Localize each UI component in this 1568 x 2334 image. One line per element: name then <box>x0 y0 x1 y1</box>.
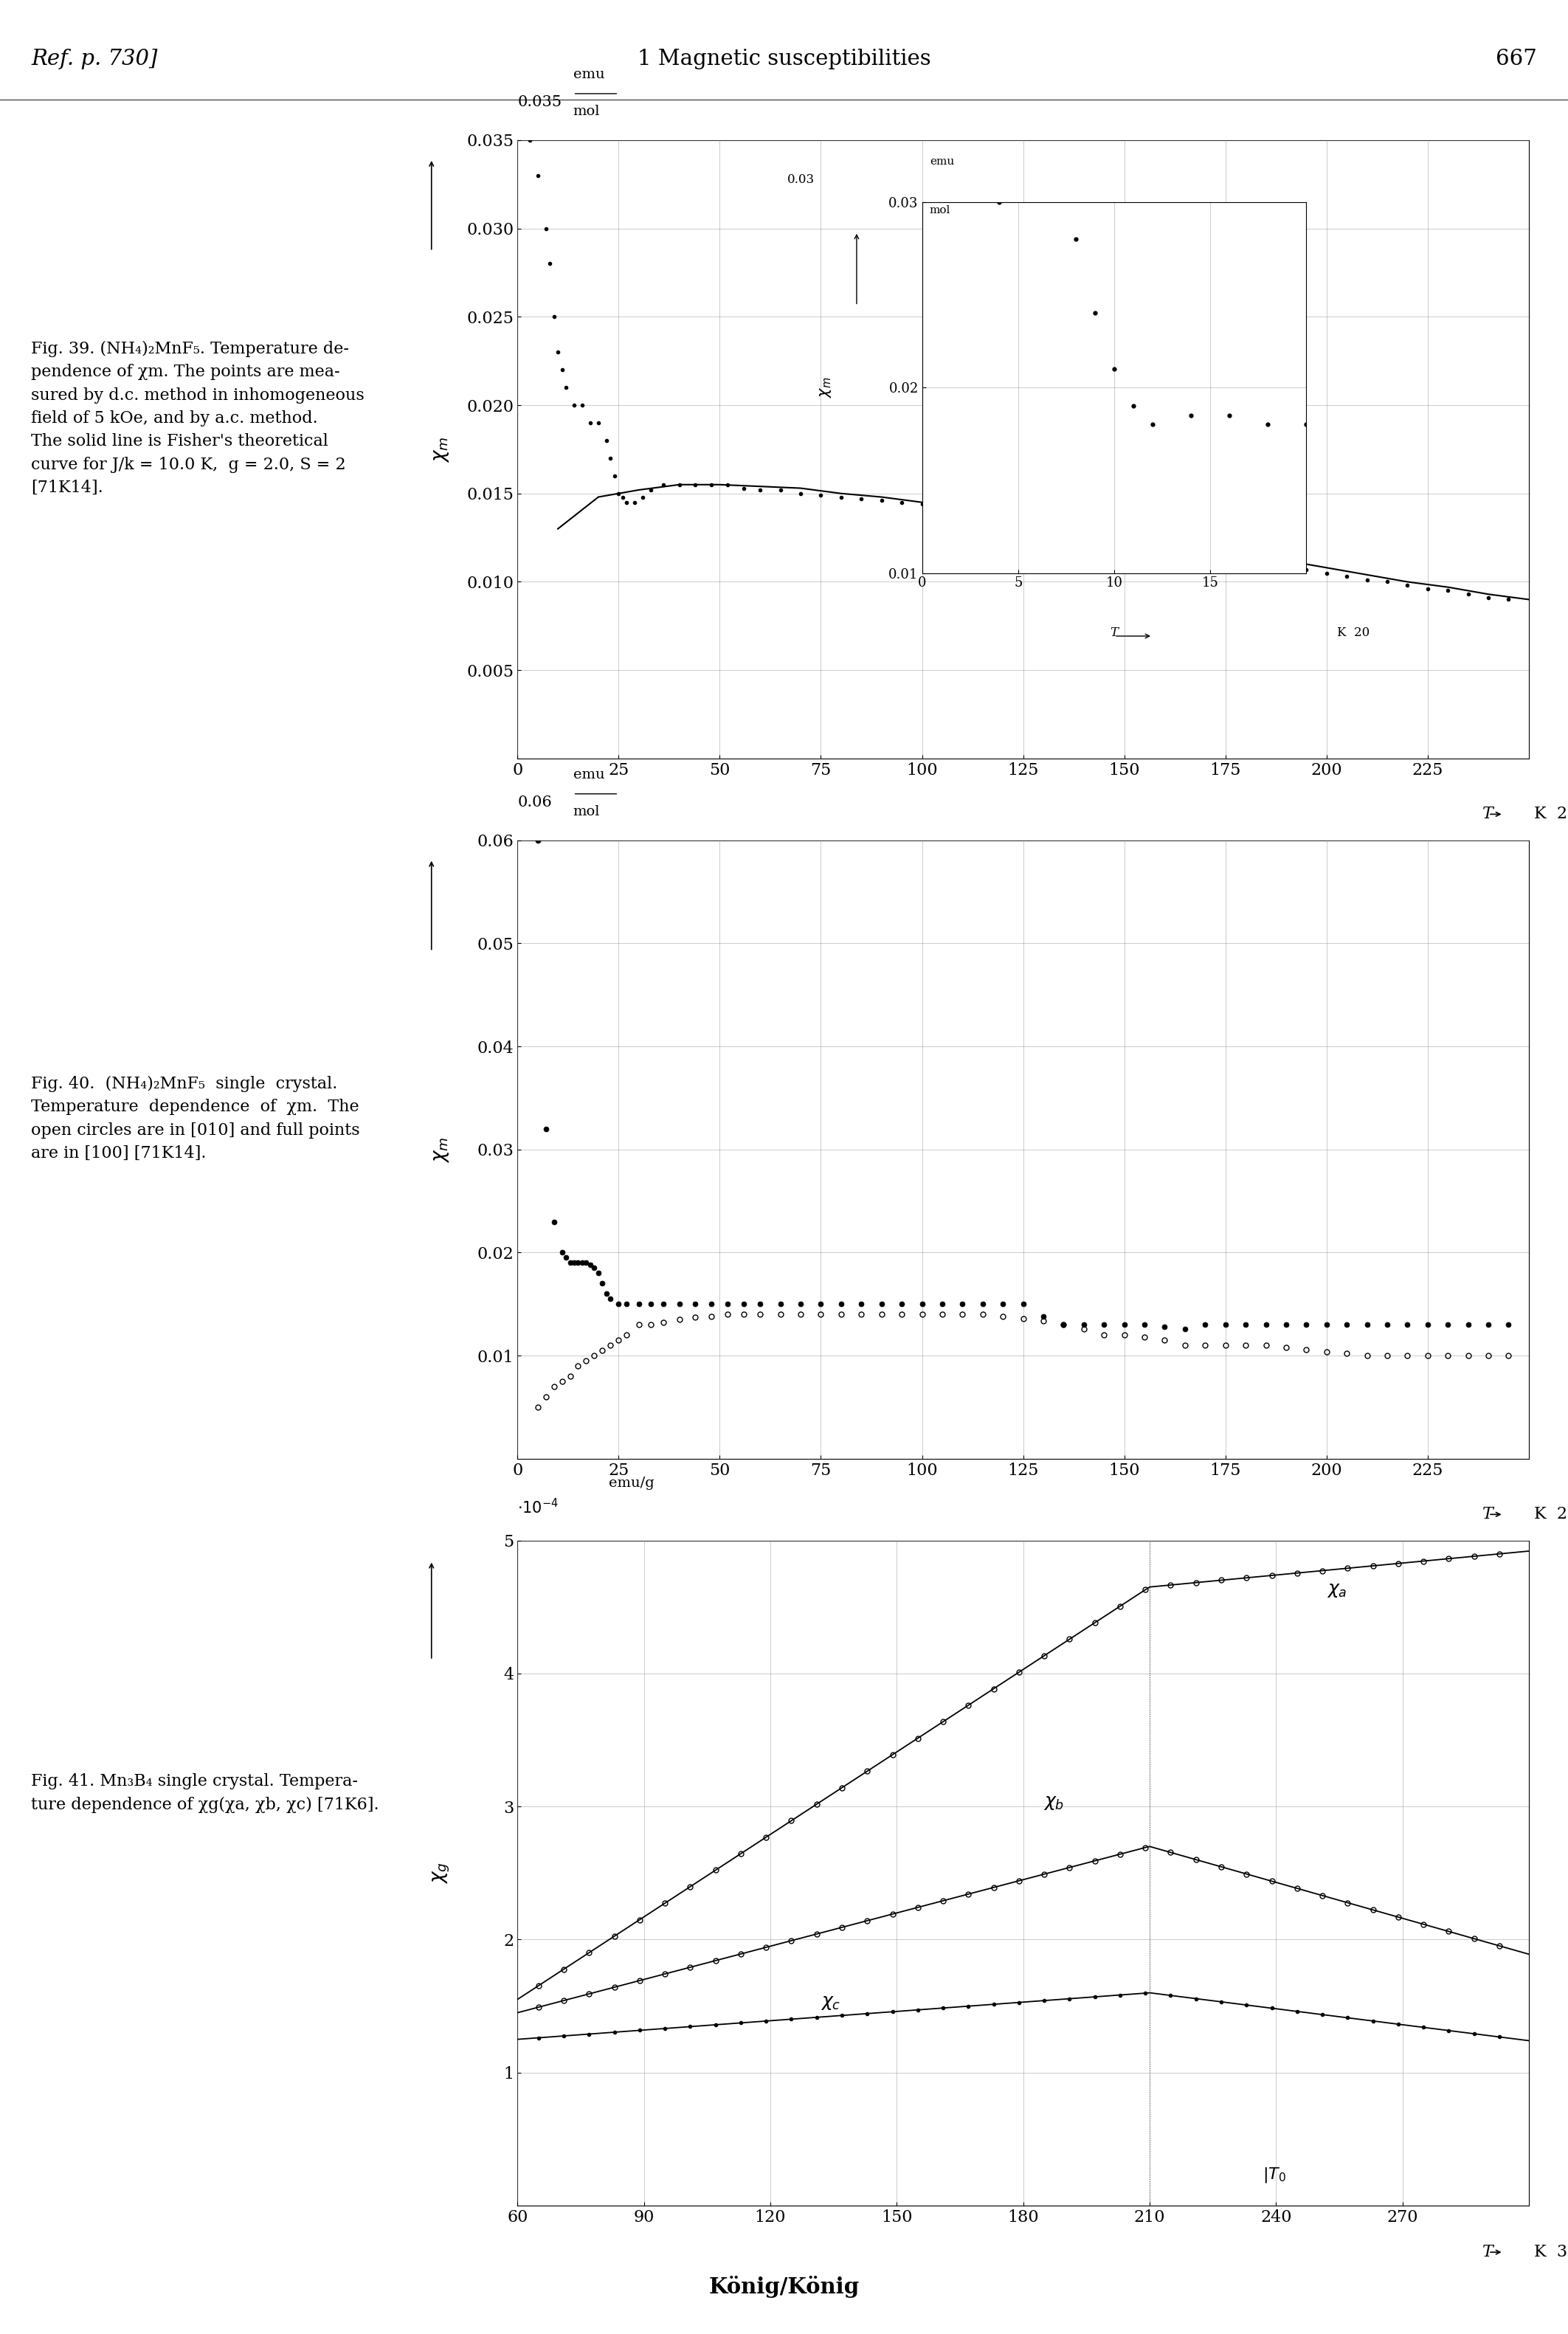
Text: mol: mol <box>572 805 601 819</box>
Text: Fig. 41. Mn₃B₄ single crystal. Tempera-
ture dependence of χg(χa, χb, χc) [71K6]: Fig. 41. Mn₃B₄ single crystal. Tempera- … <box>31 1774 379 1814</box>
Text: 0.035: 0.035 <box>517 96 561 110</box>
Text: $\chi_a$: $\chi_a$ <box>1327 1582 1347 1599</box>
Text: emu/g: emu/g <box>608 1477 654 1489</box>
Text: mol: mol <box>930 205 950 215</box>
Text: $\chi_b$: $\chi_b$ <box>1043 1795 1065 1811</box>
Text: König/König: König/König <box>709 2276 859 2297</box>
Text: T: T <box>1482 805 1493 822</box>
Text: Fig. 39. (NH₄)₂MnF₅. Temperature de-
pendence of χm. The points are mea-
sured b: Fig. 39. (NH₄)₂MnF₅. Temperature de- pen… <box>31 341 365 495</box>
Text: mol: mol <box>572 105 601 119</box>
Text: emu: emu <box>572 68 605 82</box>
Text: 1 Magnetic susceptibilities: 1 Magnetic susceptibilities <box>637 49 931 70</box>
Text: emu: emu <box>930 156 955 168</box>
Text: T: T <box>1110 626 1118 640</box>
Text: 0.06: 0.06 <box>517 796 552 810</box>
Text: T: T <box>1482 2243 1493 2259</box>
Text: 667: 667 <box>1496 49 1537 70</box>
Text: T: T <box>1482 1505 1493 1522</box>
Text: K  20: K 20 <box>1338 626 1370 640</box>
Text: K  250: K 250 <box>1534 805 1568 822</box>
Text: $\chi_g$: $\chi_g$ <box>431 1863 452 1884</box>
Text: $\chi_c$: $\chi_c$ <box>822 1993 840 2012</box>
Text: K  250: K 250 <box>1534 1505 1568 1522</box>
Text: $\cdot10^{-4}$: $\cdot10^{-4}$ <box>517 1498 558 1517</box>
Text: Fig. 40.  (NH₄)₂MnF₅  single  crystal.
Temperature  dependence  of  χm.  The
ope: Fig. 40. (NH₄)₂MnF₅ single crystal. Temp… <box>31 1076 361 1162</box>
Text: $\chi_m$: $\chi_m$ <box>433 436 452 462</box>
Text: $\chi_m$: $\chi_m$ <box>433 1137 452 1162</box>
Text: $|T_0$: $|T_0$ <box>1262 2166 1286 2185</box>
Text: emu: emu <box>572 768 605 782</box>
Text: 0.03: 0.03 <box>787 173 815 187</box>
Text: $\chi_m$: $\chi_m$ <box>818 376 833 399</box>
Text: K  300: K 300 <box>1534 2243 1568 2259</box>
Text: Ref. p. 730]: Ref. p. 730] <box>31 49 158 70</box>
